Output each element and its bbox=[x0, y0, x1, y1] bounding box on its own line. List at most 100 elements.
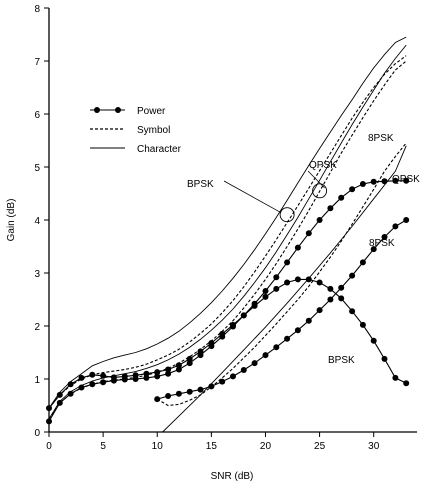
data-point-8psk-power-18 bbox=[349, 272, 356, 279]
data-point-bpsk-power-31 bbox=[381, 355, 388, 362]
data-point-qpsk-power-10 bbox=[154, 373, 161, 380]
data-point-bpsk-power-20 bbox=[262, 293, 269, 300]
data-point-qpsk-power-18 bbox=[240, 312, 247, 319]
data-point-qpsk-power-30 bbox=[370, 178, 377, 185]
data-point-qpsk-power-26 bbox=[327, 205, 334, 212]
legend-label-power: Power bbox=[137, 106, 166, 117]
data-point-8psk-power-9 bbox=[251, 360, 258, 367]
series-line-8psk-symbol bbox=[156, 142, 407, 407]
data-point-qpsk-power-15 bbox=[208, 343, 215, 350]
y-tick-label-8: 8 bbox=[34, 4, 40, 15]
series-line-qpsk-power bbox=[48, 180, 407, 422]
annotation-qpsk-3: QPSK bbox=[392, 174, 420, 185]
data-point-qpsk-power-32 bbox=[392, 177, 399, 184]
y-tick-label-2: 2 bbox=[34, 322, 40, 333]
data-point-bpsk-power-27 bbox=[338, 295, 345, 302]
series-8psk-symbol bbox=[156, 142, 407, 407]
series-bpsk-symbol bbox=[48, 55, 407, 409]
data-point-bpsk-power-30 bbox=[370, 337, 377, 344]
legend: Power Symbol Character bbox=[90, 106, 182, 155]
data-point-qpsk-power-16 bbox=[219, 333, 226, 340]
data-point-8psk-power-20 bbox=[370, 246, 377, 253]
data-point-qpsk-power-22 bbox=[284, 259, 291, 266]
annotation-layer: BPSK QPSK 8PSK QPSK 8PSK BPSK bbox=[187, 133, 420, 366]
data-point-8psk-power-1 bbox=[165, 393, 172, 399]
data-point-qpsk-power-17 bbox=[230, 323, 236, 330]
y-tick-label-5: 5 bbox=[34, 163, 40, 174]
series-line-bpsk-character bbox=[48, 36, 407, 409]
annotation-label-0: BPSK bbox=[187, 179, 214, 190]
data-point-qpsk-power-14 bbox=[197, 352, 204, 359]
data-point-qpsk-power-23 bbox=[294, 244, 301, 251]
series-line-bpsk-power bbox=[48, 278, 407, 409]
data-point-bpsk-power-10 bbox=[154, 369, 161, 376]
data-point-8psk-power-21 bbox=[381, 234, 388, 240]
x-tick-label-25: 25 bbox=[314, 441, 326, 452]
data-point-8psk-power-6 bbox=[219, 378, 226, 385]
axes bbox=[48, 8, 417, 433]
annotation-circle-1 bbox=[312, 183, 328, 199]
x-tick-label-20: 20 bbox=[260, 441, 272, 452]
series-qpsk-symbol bbox=[48, 60, 407, 420]
data-point-qpsk-power-29 bbox=[359, 181, 366, 187]
data-point-qpsk-power-13 bbox=[186, 360, 193, 367]
y-tick-label-6: 6 bbox=[34, 110, 40, 121]
data-point-8psk-power-10 bbox=[262, 352, 269, 359]
data-point-8psk-power-2 bbox=[175, 390, 182, 397]
data-point-qpsk-power-27 bbox=[338, 194, 345, 201]
data-point-qpsk-power-11 bbox=[165, 370, 172, 377]
y-tick-label-7: 7 bbox=[34, 57, 40, 68]
data-point-bpsk-power-26 bbox=[327, 285, 334, 292]
data-point-8psk-power-13 bbox=[294, 327, 301, 334]
data-point-qpsk-power-31 bbox=[381, 178, 388, 185]
data-point-8psk-power-7 bbox=[230, 373, 236, 380]
data-point-8psk-power-4 bbox=[197, 386, 204, 393]
annotation-label-2: 8PSK bbox=[368, 133, 394, 144]
data-point-qpsk-power-6 bbox=[110, 377, 117, 384]
annotation-qpsk-1: QPSK bbox=[307, 160, 337, 199]
annotation-8psk-2: 8PSK bbox=[368, 133, 394, 144]
data-point-bpsk-power-21 bbox=[273, 285, 280, 292]
series-bpsk-character bbox=[48, 36, 407, 409]
data-point-8psk-power-16 bbox=[327, 296, 334, 303]
data-point-8psk-power-15 bbox=[316, 307, 323, 314]
legend-label-symbol: Symbol bbox=[137, 125, 170, 136]
x-axis-title: SNR (dB) bbox=[211, 471, 254, 482]
data-point-qpsk-power-21 bbox=[273, 274, 280, 281]
legend-power-marker bbox=[115, 107, 121, 113]
series-qpsk-power bbox=[46, 177, 410, 425]
legend-entry-power: Power bbox=[90, 106, 166, 117]
data-point-bpsk-power-23 bbox=[294, 276, 301, 283]
series-8psk-character bbox=[162, 145, 407, 433]
data-point-qpsk-power-19 bbox=[251, 300, 258, 307]
legend-entry-character: Character bbox=[90, 144, 182, 155]
x-tick-label-30: 30 bbox=[368, 441, 380, 452]
data-point-8psk-power-3 bbox=[186, 388, 193, 395]
data-point-qpsk-power-5 bbox=[100, 379, 107, 386]
data-point-8psk-power-14 bbox=[305, 317, 312, 324]
data-point-8psk-power-17 bbox=[338, 284, 345, 291]
series-layer bbox=[46, 36, 410, 433]
annotation-label-4: 8PSK bbox=[369, 238, 395, 249]
legend-power-marker bbox=[94, 107, 100, 113]
annotation-bpsk-0: BPSK bbox=[187, 179, 295, 223]
data-point-qpsk-power-28 bbox=[349, 186, 356, 193]
series-8psk-power bbox=[154, 217, 410, 403]
x-tick-label-5: 5 bbox=[100, 441, 106, 452]
data-point-8psk-power-19 bbox=[359, 259, 366, 266]
data-point-bpsk-power-33 bbox=[403, 380, 410, 387]
data-point-qpsk-power-9 bbox=[143, 374, 150, 381]
legend-label-character: Character bbox=[137, 144, 182, 155]
data-point-qpsk-power-33 bbox=[403, 177, 410, 184]
y-tick-label-4: 4 bbox=[34, 216, 40, 227]
data-point-8psk-power-22 bbox=[392, 223, 399, 230]
annotation-bpsk-5: BPSK bbox=[328, 355, 355, 366]
series-line-qpsk-symbol bbox=[48, 60, 407, 420]
series-qpsk-character bbox=[48, 44, 407, 420]
data-point-8psk-power-23 bbox=[403, 217, 410, 223]
x-tick-label-10: 10 bbox=[152, 441, 164, 452]
y-tick-label-0: 0 bbox=[34, 428, 40, 439]
annotation-leader-0 bbox=[223, 180, 282, 214]
y-tick-label-3: 3 bbox=[34, 269, 40, 280]
